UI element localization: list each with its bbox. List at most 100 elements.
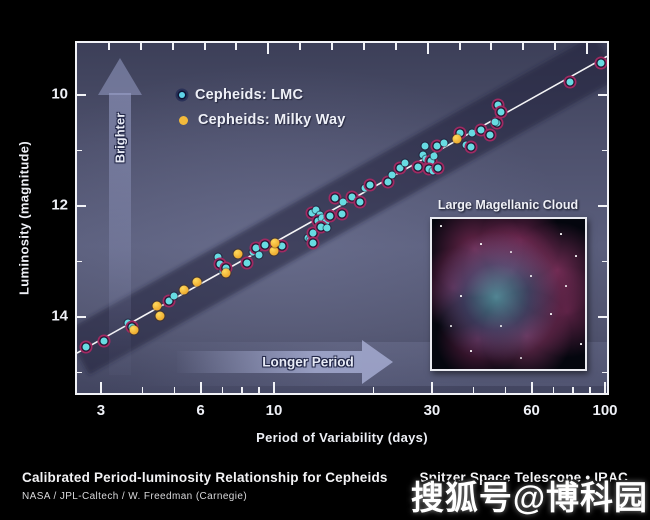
milky-way-cepheid-point [152,301,162,311]
lmc-cepheid-point [309,229,317,237]
top-decorative-tick [267,43,270,54]
lmc-cepheid-point [278,242,286,250]
top-decorative-tick [522,43,525,50]
lmc-cepheid-point [124,319,132,327]
lmc-cepheid-point [255,251,263,259]
lmc-cepheid-point [486,131,494,139]
x-tick-label: 6 [196,402,205,419]
y-tick-label: 12 [51,196,68,214]
lmc-cepheid-point [425,165,433,173]
top-decorative-tick [458,43,461,50]
lmc-cepheid-point [566,78,574,86]
lmc-cepheid-point [384,178,392,186]
milky-way-cepheid-point [452,134,462,144]
lmc-cepheid-point [326,212,334,220]
top-decorative-tick [394,43,397,50]
x-major-tick [530,382,533,393]
lmc-cepheid-point [429,167,437,175]
lmc-cepheid-point [309,239,317,247]
telescope-credit: Spitzer Space Telescope • IRAC [419,470,628,485]
top-decorative-tick [586,43,589,54]
top-decorative-tick [426,43,429,54]
milky-way-cepheid-point [155,311,165,321]
milky-way-cepheid-point [179,285,189,295]
lmc-cepheid-point [261,241,269,249]
watermark-text: 搜狐号@博科园 [410,479,648,516]
top-decorative-tick [299,43,302,50]
x-major-tick [199,382,202,393]
lmc-cepheid-point [323,224,331,232]
y-minor-tick-right [602,149,607,152]
y-minor-tick-right [602,371,607,374]
legend-item-lmc: Cepheids: LMC [179,87,303,103]
lmc-cepheid-point [216,260,224,268]
lmc-cepheid-point [243,259,251,267]
lmc-cepheid-point [494,101,502,109]
star-field [440,225,442,227]
x-axis-title: Period of Variability (days) [256,430,428,445]
lmc-cepheid-point [468,129,476,137]
x-tick-label: 30 [423,402,441,419]
lmc-cepheid-point [348,193,356,201]
milky-way-marker-icon [179,115,188,125]
lmc-cepheid-point [361,184,369,192]
milky-way-cepheid-point [269,246,279,256]
y-major-tick-left [77,94,86,97]
x-tick-label: 60 [523,402,540,419]
milky-way-cepheid-point [233,249,243,259]
x-minor-tick [141,387,144,393]
x-major-tick [99,382,102,393]
top-decorative-tick [203,43,206,50]
y-axis-title: Luminosity (magnitude) [16,141,32,295]
brighter-arrow-head [98,58,142,95]
x-minor-tick [221,387,224,393]
brighter-arrow-label: Brighter [112,112,128,164]
x-tick-label: 10 [265,402,283,419]
lmc-cepheid-point [356,198,364,206]
lmc-cepheid-point [322,218,330,226]
x-minor-tick [173,387,176,393]
top-decorative-tick [554,43,557,50]
y-major-tick-right [598,316,607,318]
legend-label-milky-way: Cepheids: Milky Way [198,112,346,128]
y-tick-label: 14 [51,307,68,325]
lmc-cepheid-point [214,253,222,261]
lmc-cepheid-point [440,139,448,147]
legend-label-lmc: Cepheids: LMC [195,87,304,103]
lmc-cepheid-point [433,142,441,150]
lmc-cepheid-point [100,337,108,345]
lmc-cepheid-point [317,223,325,231]
figure-title: Calibrated Period-luminosity Relationshi… [22,470,388,485]
lmc-cepheid-point [339,198,347,206]
x-major-tick [430,382,433,393]
lmc-cepheid-point [318,214,326,222]
lmc-cepheid-point [434,164,442,172]
lmc-cepheid-point [456,129,464,137]
lmc-cepheid-point [421,142,429,150]
y-tick-label: 10 [51,85,68,103]
lmc-cepheid-point [252,244,260,252]
top-decorative-tick [331,43,334,50]
lmc-cepheid-point [312,206,320,214]
x-minor-tick [372,387,375,393]
x-major-tick [273,382,275,393]
lmc-cepheid-point [165,297,173,305]
y-minor-tick-left [77,371,82,374]
longer-period-arrow-label: Longer Period [262,354,354,370]
top-decorative-tick [171,43,174,50]
y-minor-tick-left [77,260,82,263]
lmc-cepheid-point [427,157,435,165]
lmc-cepheid-point [597,59,605,67]
milky-way-cepheid-point [192,277,202,287]
milky-way-cepheid-point [129,325,139,335]
lmc-cepheid-point [308,209,316,217]
inset-label: Large Magellanic Cloud [437,198,579,212]
lmc-cepheid-point [331,194,339,202]
lmc-cepheid-point [222,264,230,272]
top-decorative-tick [108,43,110,50]
lmc-cepheid-point [414,163,422,171]
x-tick-label: 100 [592,402,618,419]
x-minor-tick [241,387,243,393]
y-major-tick-right [598,94,607,97]
